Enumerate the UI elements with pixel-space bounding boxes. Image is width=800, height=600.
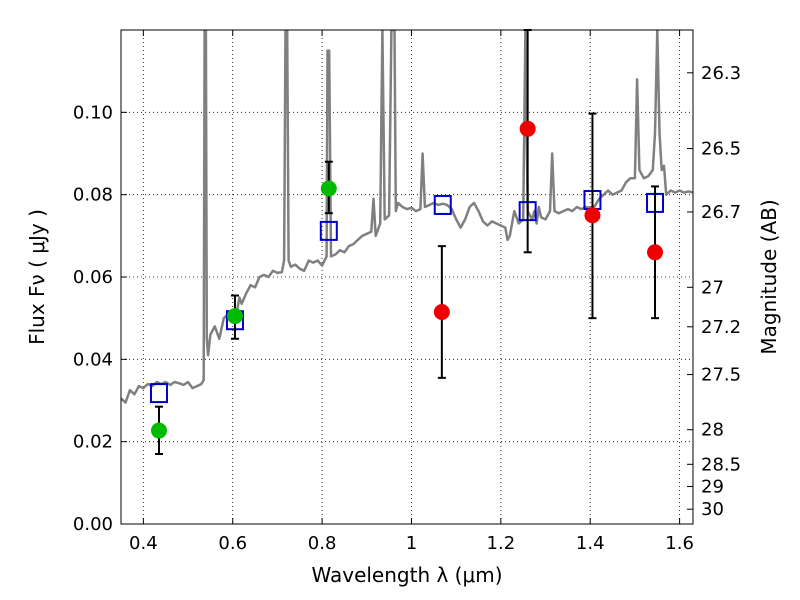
x-tick-label: 1.4 — [576, 533, 605, 554]
spectrum-line — [121, 30, 693, 404]
observed-point — [150, 422, 167, 439]
error-bars — [150, 29, 664, 456]
mag-tick-label: 30 — [701, 499, 724, 520]
model-photometry-square — [149, 383, 168, 404]
ticks: 0.4 0.6 0.8 1 1.2 1.4 1.6 0.00 0.02 0.04 0.06 0.08 0… — [73, 30, 741, 554]
y-tick-label: 0.08 — [73, 185, 113, 206]
mag-tick-label: 28.5 — [701, 454, 741, 475]
y2-axis-label: Magnitude (AB) — [757, 199, 781, 354]
mag-tick-label: 27.5 — [701, 365, 741, 386]
observed-point — [519, 120, 536, 137]
mag-tick-label: 27.2 — [701, 317, 741, 338]
x-tick-label: 1.2 — [487, 533, 516, 554]
y-axis-label: Flux Fν ( μJy ) — [25, 209, 49, 345]
observed-point — [320, 180, 337, 197]
x-tick-label: 1 — [406, 533, 417, 554]
observed-point — [584, 207, 601, 224]
observed-point — [647, 244, 664, 261]
x-tick-label: 0.6 — [218, 533, 247, 554]
y-tick-label: 0.04 — [73, 349, 113, 370]
y-tick-label: 0.10 — [73, 102, 113, 123]
y-tick-label: 0.00 — [73, 514, 113, 535]
x-axis-label: Wavelength λ (μm) — [311, 563, 502, 587]
mag-tick-label: 27 — [701, 277, 724, 298]
model-photometry-square — [319, 220, 338, 241]
mag-tick-label: 26.7 — [701, 202, 741, 223]
y-tick-label: 0.02 — [73, 432, 113, 453]
x-tick-label: 0.8 — [308, 533, 337, 554]
mag-tick-label: 28 — [701, 420, 724, 441]
observed-point — [433, 303, 450, 320]
x-tick-label: 0.4 — [129, 533, 158, 554]
x-tick-label: 1.6 — [665, 533, 694, 554]
mag-tick-label: 26.5 — [701, 139, 741, 160]
model-photometry-square — [433, 194, 452, 215]
mag-tick-label: 29 — [701, 477, 724, 498]
mag-tick-label: 26.3 — [701, 63, 741, 84]
observed-point — [226, 308, 243, 325]
y-tick-label: 0.06 — [73, 267, 113, 288]
